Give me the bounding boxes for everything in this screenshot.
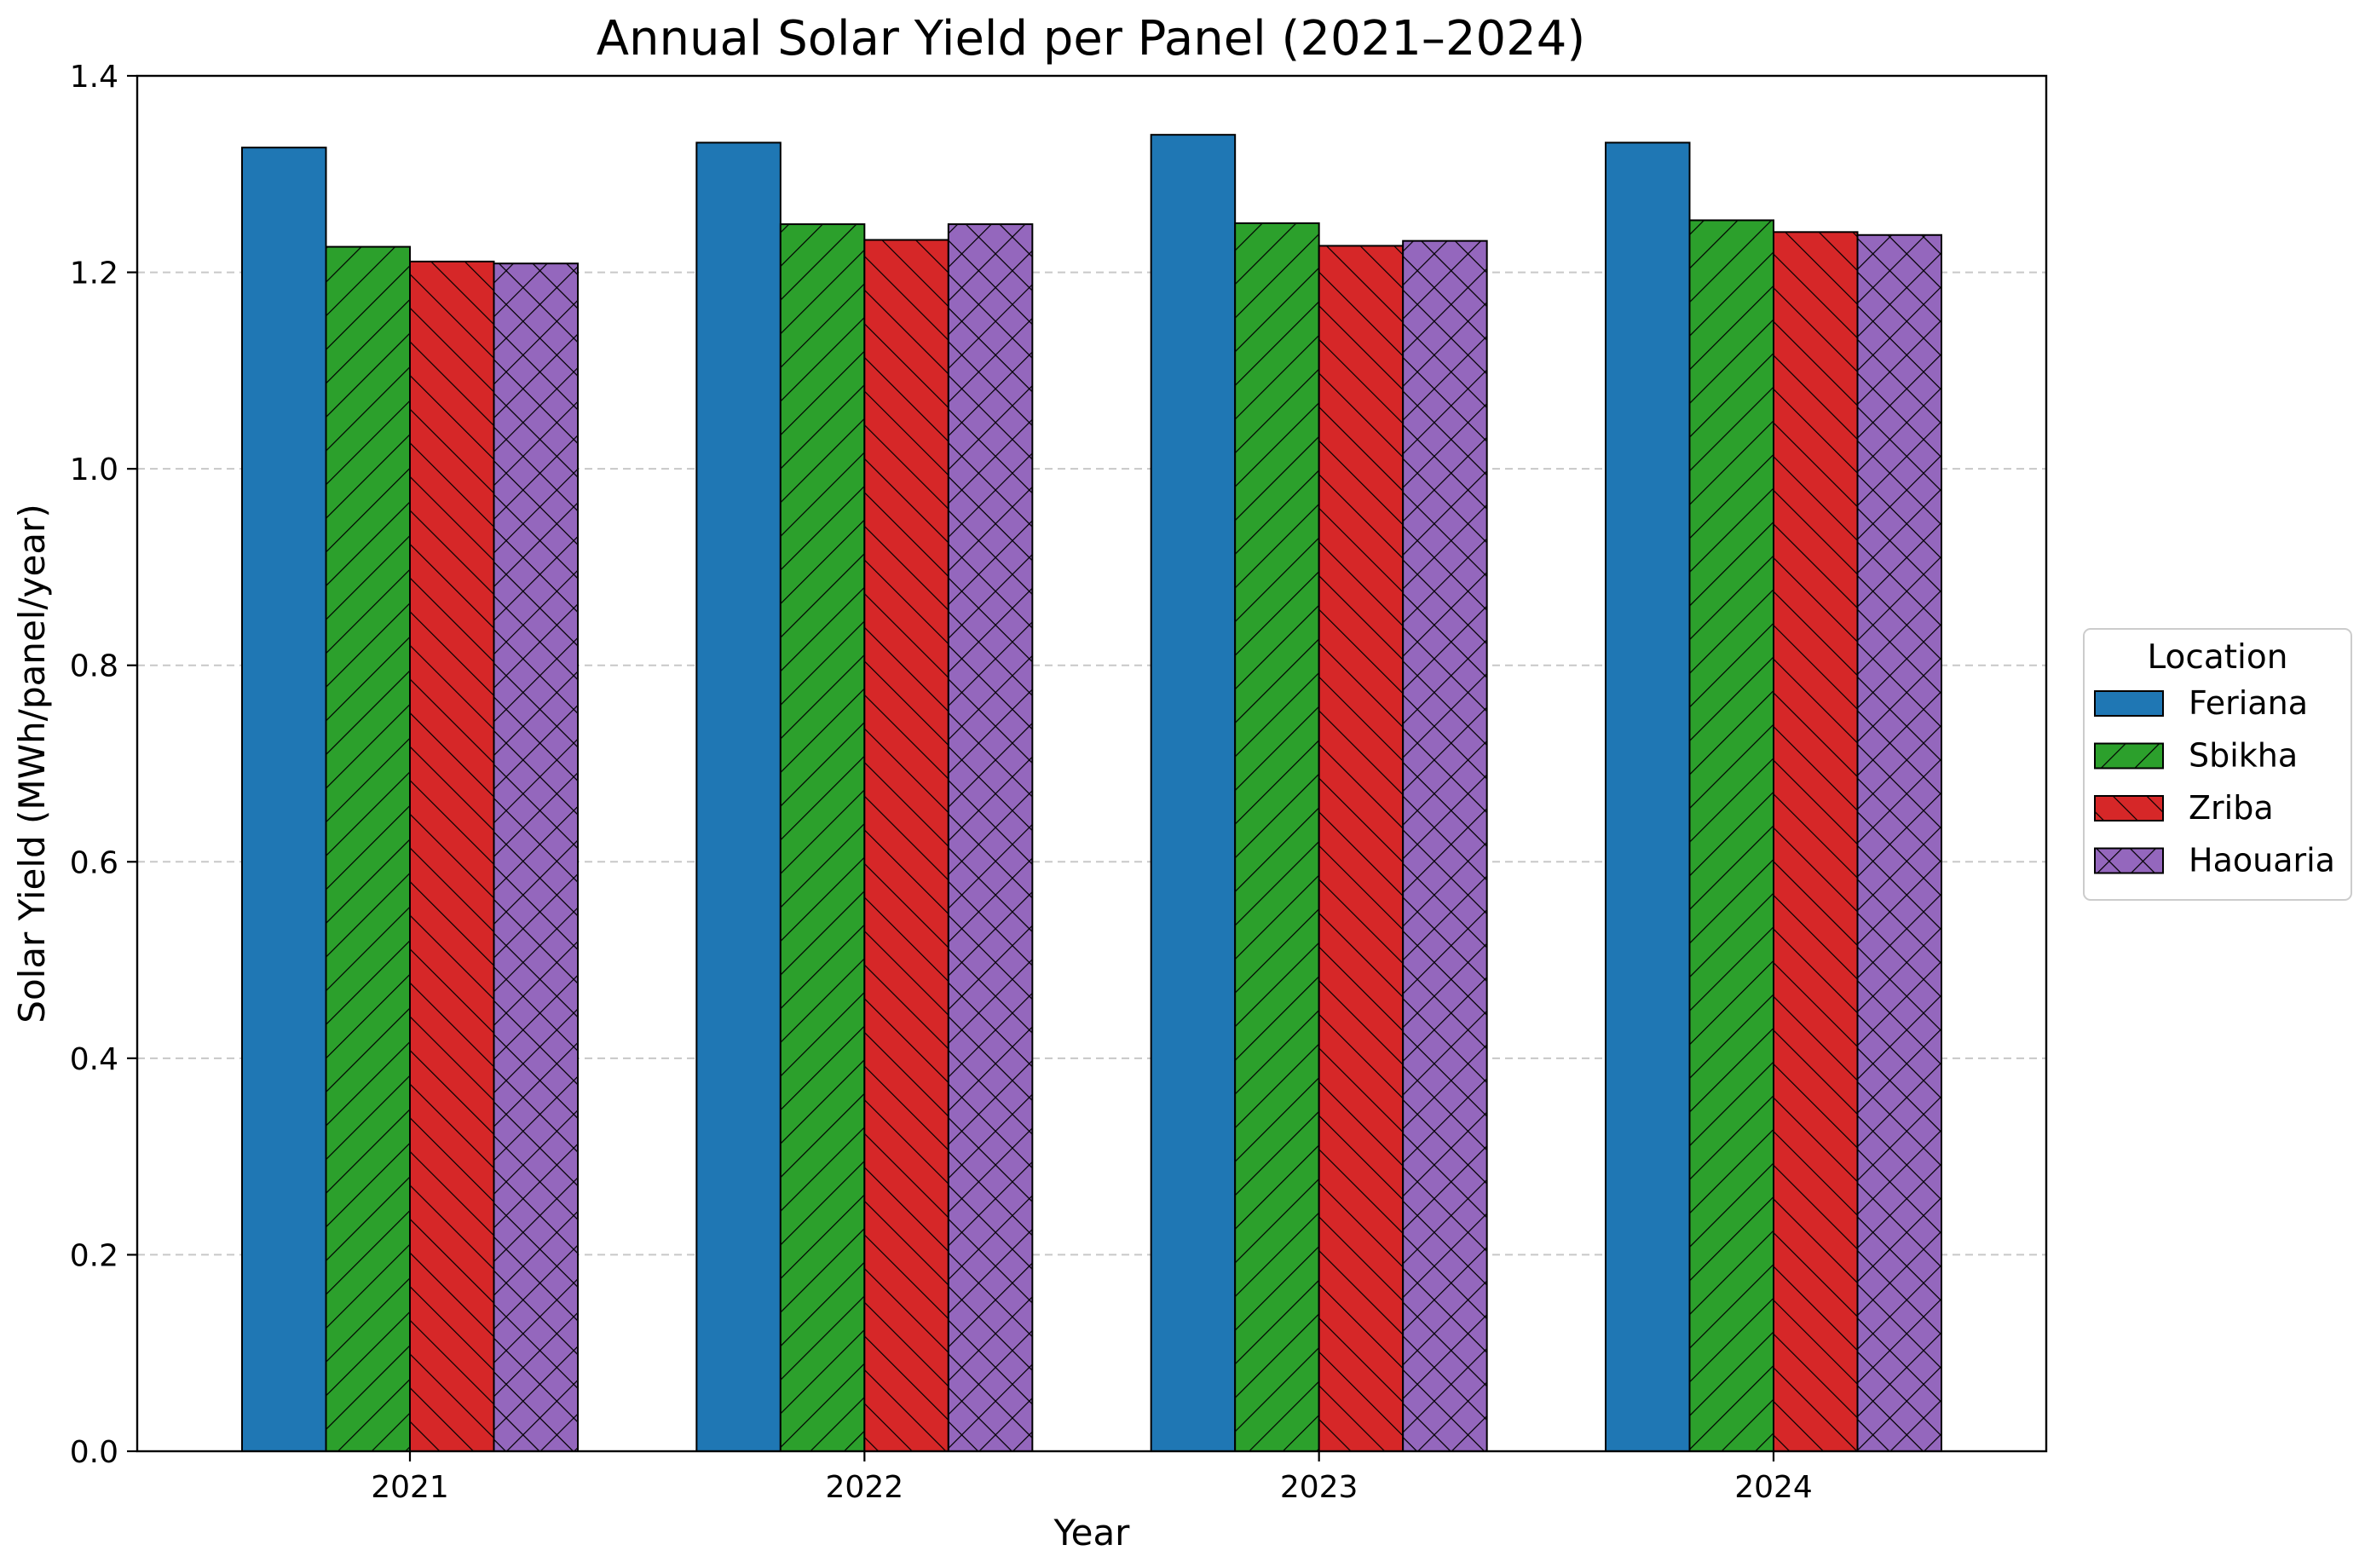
y-axis: 0.0 0.2 0.4 0.6 0.8 1.0 1.2 1.4	[70, 60, 137, 1470]
y-tick-label: 0.4	[70, 1042, 118, 1077]
bar-sbikha-2024-hatch	[1689, 220, 1774, 1452]
bar-zriba-2022-hatch	[864, 239, 949, 1452]
legend-label-haouaria: Haouaria	[2189, 842, 2335, 879]
plot-area-frame	[136, 74, 2048, 1453]
bar-feriana-2021	[242, 147, 326, 1451]
bars	[241, 134, 1942, 1453]
legend-label-feriana: Feriana	[2189, 684, 2308, 722]
bar-zriba-2024-hatch	[1774, 232, 1858, 1451]
legend-swatch-outline	[2094, 795, 2164, 821]
legend-swatch-outline	[2094, 742, 2164, 770]
bar-haouaria-2021-hatch	[493, 263, 578, 1452]
legend-label-zriba: Zriba	[2189, 789, 2274, 827]
x-axis-label: Year	[1053, 1512, 1131, 1554]
legend-swatch-feriana	[2095, 691, 2163, 716]
y-tick-label: 1.0	[70, 453, 118, 487]
y-tick-label: 0.6	[70, 845, 118, 880]
y-tick-label: 0.8	[70, 649, 118, 684]
bar-sbikha-2022-hatch	[780, 224, 865, 1451]
bar-haouaria-2022-hatch	[948, 224, 1033, 1451]
legend-items: Feriana Sbikha Zriba Haouaria	[2094, 684, 2335, 879]
y-tick-label: 0.2	[70, 1238, 118, 1273]
bar-sbikha-2023-hatch	[1235, 222, 1319, 1451]
bar-feriana-2022	[696, 142, 781, 1451]
x-tick-label: 2023	[1280, 1470, 1358, 1505]
bar-sbikha-2021-hatch	[326, 246, 410, 1451]
chart-title: Annual Solar Yield per Panel (2021–2024)	[597, 11, 1586, 66]
legend-title: Location	[2148, 638, 2288, 677]
x-axis: 2021 2022 2023 2024	[371, 1451, 1813, 1505]
legend-swatch-outline	[2094, 690, 2164, 717]
legend-swatch-hatch	[2095, 848, 2163, 873]
bar-haouaria-2023-hatch	[1403, 240, 1487, 1452]
y-tick-label: 1.2	[70, 257, 118, 291]
x-tick-label: 2024	[1734, 1470, 1813, 1505]
legend: Location Feriana Sbikha Zriba Haouaria	[2083, 628, 2352, 901]
legend-swatch-outline	[2094, 847, 2164, 874]
legend-swatch-hatch	[2095, 743, 2163, 769]
y-tick-label: 0.0	[70, 1435, 118, 1470]
y-axis-label: Solar Yield (MWh/panel/year)	[11, 504, 53, 1023]
bar-zriba-2023-hatch	[1318, 245, 1404, 1451]
x-tick-label: 2022	[826, 1470, 904, 1505]
bar-feriana-2024	[1606, 142, 1690, 1451]
bar-haouaria-2024-hatch	[1857, 234, 1941, 1452]
legend-label-sbikha: Sbikha	[2189, 737, 2298, 775]
legend-swatch-hatch	[2095, 796, 2163, 821]
y-tick-label: 1.4	[70, 60, 118, 95]
bar-feriana-2023	[1151, 135, 1236, 1452]
bar-zriba-2021-hatch	[410, 261, 494, 1451]
x-tick-label: 2021	[371, 1470, 449, 1505]
